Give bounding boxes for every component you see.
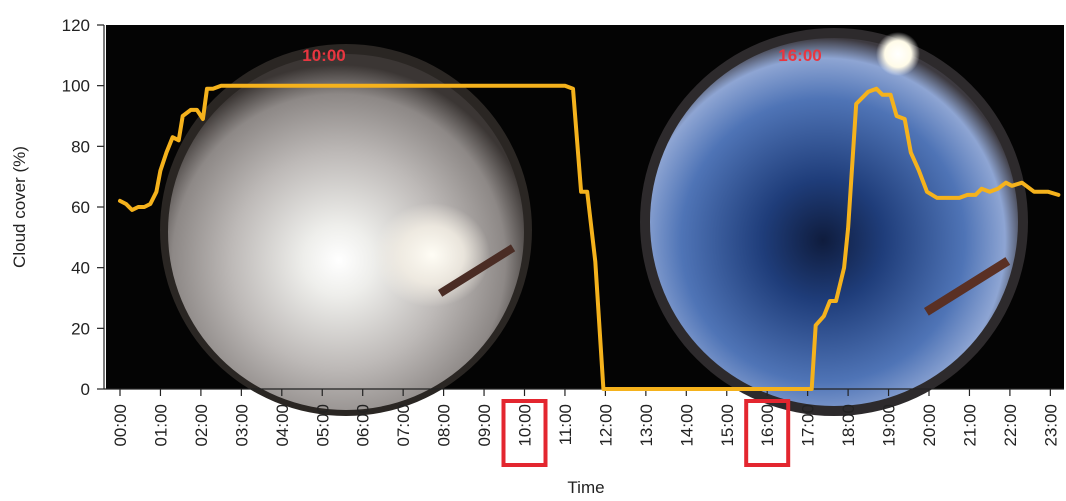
x-tick-label: 01:00 [151, 404, 170, 447]
x-tick-label: 23:00 [1041, 404, 1060, 447]
x-axis-title: Time [567, 478, 604, 497]
cloud-cover-line [118, 83, 1061, 391]
y-axis-title: Cloud cover (%) [10, 146, 29, 268]
y-tick-label: 120 [62, 16, 90, 35]
x-tick-label: 08:00 [435, 404, 454, 447]
y-tick-label: 60 [71, 198, 90, 217]
y-tick-label: 20 [71, 319, 90, 338]
x-tick-label: 15:00 [718, 404, 737, 447]
x-tick-label: 16:00 [758, 404, 777, 447]
sky-image-overcast [160, 44, 532, 416]
x-tick-label: 13:00 [637, 404, 656, 447]
sky-label-10: 10:00 [302, 46, 345, 65]
y-tick-label: 80 [71, 137, 90, 156]
x-tick-label: 03:00 [232, 404, 251, 447]
highlight-boxes [501, 399, 791, 467]
y-tick-label: 0 [81, 380, 90, 399]
x-tick-label: 04:00 [273, 404, 292, 447]
x-tick-label: 05:00 [313, 404, 332, 447]
x-tick-label: 21:00 [960, 404, 979, 447]
sky-image-clear [640, 28, 1028, 416]
x-tick-label: 00:00 [111, 404, 130, 447]
x-tick-label: 02:00 [192, 404, 211, 447]
x-tick-label: 22:00 [1001, 404, 1020, 447]
x-tick-label: 12:00 [596, 404, 615, 447]
y-axis-ticks: 0 20 40 60 80 100 120 [62, 16, 104, 399]
x-tick-label: 09:00 [475, 404, 494, 447]
x-tick-label: 14:00 [677, 404, 696, 447]
x-tick-label: 10:00 [516, 404, 535, 447]
x-tick-label: 11:00 [556, 404, 575, 445]
y-tick-label: 100 [62, 77, 90, 96]
x-tick-label: 06:00 [354, 404, 373, 447]
x-axis-ticks: 00:00 01:00 02:00 03:00 04:00 05:00 06:00 07:00… [111, 389, 1060, 447]
x-tick-label: 19:00 [880, 404, 899, 447]
highlight-box [501, 399, 548, 467]
x-tick-label: 07:00 [394, 404, 413, 447]
x-tick-label: 18:00 [839, 404, 858, 447]
y-tick-label: 40 [71, 259, 90, 278]
x-tick-label: 17:00 [799, 404, 818, 447]
highlight-box [744, 399, 791, 467]
sky-label-16: 16:00 [778, 46, 821, 65]
x-tick-label: 20:00 [920, 404, 939, 447]
